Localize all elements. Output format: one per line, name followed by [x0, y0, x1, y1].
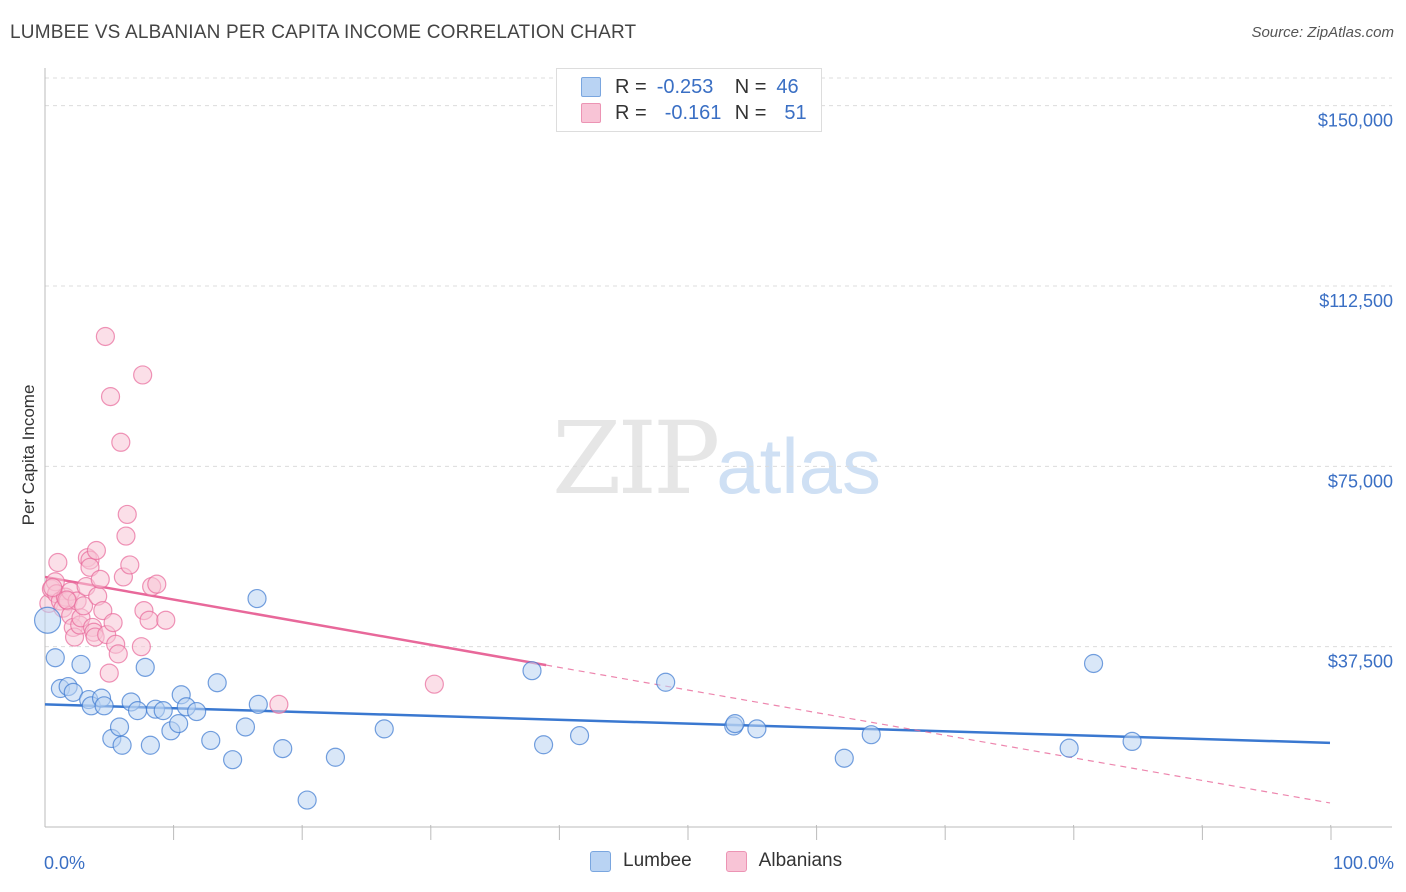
bottom-legend-albanians: Albanians: [758, 850, 843, 871]
legend-n-value-albanians: 51: [784, 101, 807, 124]
albanian-point: [139, 610, 159, 630]
legend-n-value-lumbee: 46: [776, 75, 799, 98]
lumbee-point: [1059, 738, 1079, 758]
albanian-point: [117, 504, 137, 525]
lumbee-point: [247, 588, 267, 609]
lumbee-point: [569, 726, 590, 746]
albanian-trend-line: [44, 575, 547, 667]
lumbee-point: [71, 654, 91, 675]
watermark-zip: ZIP: [552, 400, 720, 517]
y-axis-label: Per Capita Income: [19, 385, 38, 526]
lumbee-point: [201, 730, 221, 751]
gridlines: [45, 77, 1392, 648]
legend-swatch-albanians: [581, 103, 601, 123]
lumbee-point: [1122, 731, 1142, 752]
bottom-legend-swatch-lumbee: [590, 850, 611, 872]
lumbee-point: [656, 672, 676, 692]
legend-box: R = -0.253 N = 46 R = -0.161 N = 51: [556, 68, 822, 132]
albanian-point: [48, 552, 68, 573]
lumbee-point: [834, 748, 854, 768]
bottom-legend: Lumbee Albanians: [590, 850, 842, 872]
albanian-point: [73, 596, 94, 616]
y-tick-label: $37,500: [1328, 652, 1393, 672]
lumbee-point: [297, 790, 317, 810]
y-tick-label: $150,000: [1318, 111, 1393, 131]
albanian-point: [120, 555, 140, 575]
lumbee-point: [248, 694, 268, 714]
albanian-point: [90, 569, 110, 589]
lumbee-point: [1083, 653, 1104, 674]
legend-n-label: N =: [734, 101, 767, 124]
lumbee-point: [135, 657, 155, 677]
albanian-point: [103, 613, 123, 633]
albanian-point: [57, 590, 77, 610]
bottom-legend-swatch-albanians: [725, 850, 747, 872]
bottom-legend-lumbee: Lumbee: [623, 850, 692, 871]
lumbee-point: [109, 717, 130, 737]
albanian-point: [147, 574, 167, 594]
legend-n-label: N =: [734, 75, 767, 98]
lumbee-point: [747, 719, 767, 739]
albanian-point: [424, 674, 444, 694]
albanian-point: [108, 644, 128, 664]
tick-labels: $37,500 $75,000 $112,500 $150,000 0.0% 100.0%: [44, 111, 1394, 873]
lumbee-point: [127, 701, 148, 721]
legend-r-label: R =: [615, 75, 647, 98]
lumbee-point: [63, 682, 83, 702]
legend-r-label: R =: [615, 101, 647, 124]
lumbee-point: [112, 735, 132, 755]
legend-r-value-albanians: -0.161: [664, 101, 722, 124]
lumbee-point: [374, 719, 394, 739]
lumbee-point: [273, 739, 293, 759]
legend-row-albanians: R = -0.161 N = 51: [581, 101, 807, 125]
lumbee-point: [45, 648, 65, 668]
x-tick-label-start: 0.0%: [44, 853, 85, 873]
albanian-point: [43, 577, 63, 598]
albanian-point: [111, 432, 131, 452]
legend-r-value-lumbee: -0.253: [656, 75, 714, 98]
axes: [44, 68, 1392, 840]
lumbee-point: [861, 725, 881, 745]
lumbee-point: [169, 714, 189, 734]
x-tick-label-end: 100.0%: [1333, 853, 1394, 873]
chart-title: LUMBEE VS ALBANIAN PER CAPITA INCOME COR…: [10, 22, 637, 43]
lumbee-points: [33, 588, 1142, 810]
lumbee-point: [533, 735, 554, 755]
lumbee-point: [187, 701, 207, 722]
albanian-point: [86, 540, 107, 561]
albanian-trend-line-extension: [546, 664, 1331, 804]
albanian-point: [131, 637, 151, 657]
albanian-point: [95, 326, 115, 347]
lumbee-point: [325, 747, 346, 767]
albanian-point: [100, 387, 121, 407]
albanian-point: [133, 365, 153, 385]
albanians-points: [39, 326, 444, 714]
lumbee-point: [153, 701, 173, 721]
legend-row-lumbee: R = -0.253 N = 46: [581, 75, 799, 99]
y-tick-label: $112,500: [1319, 291, 1393, 311]
lumbee-point: [522, 661, 542, 681]
y-tick-label: $75,000: [1328, 471, 1393, 491]
albanian-point: [269, 694, 289, 714]
lumbee-point: [94, 696, 114, 716]
lumbee-point: [207, 673, 227, 693]
lumbee-point: [223, 750, 243, 770]
source-credit: Source: ZipAtlas.com: [1251, 24, 1394, 41]
lumbee-point: [235, 717, 256, 737]
trend-lines: [44, 575, 1331, 804]
albanian-point: [156, 610, 176, 630]
albanian-point: [99, 663, 119, 683]
lumbee-point: [725, 714, 745, 734]
lumbee-point: [140, 735, 160, 755]
legend-swatch-lumbee: [581, 77, 601, 97]
albanian-point: [116, 526, 136, 546]
lumbee-point: [33, 606, 62, 634]
